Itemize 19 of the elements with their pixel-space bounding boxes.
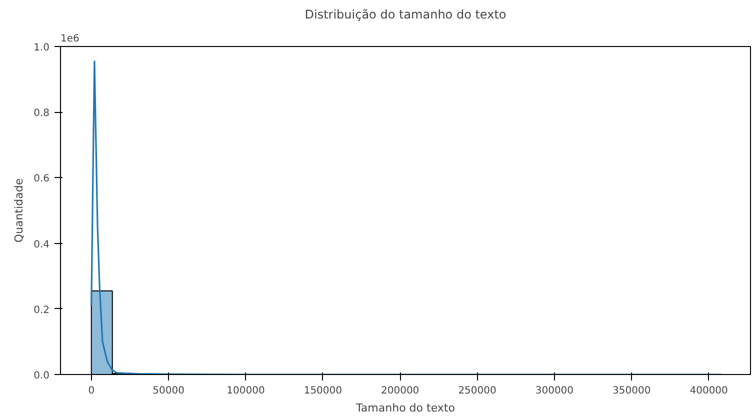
y-tick-label: 0.2 bbox=[34, 304, 50, 316]
x-tick-label: 200000 bbox=[381, 386, 420, 396]
x-tick-label: 150000 bbox=[304, 386, 342, 396]
x-tick-label: 350000 bbox=[612, 386, 651, 396]
text: 1e6 bbox=[60, 34, 80, 44]
y-tick-label: 1.0 bbox=[34, 42, 50, 54]
x-tick-label: 400000 bbox=[690, 386, 728, 396]
y-tick-label: 0.0 bbox=[34, 370, 50, 382]
x-axis-title: Tamanho do texto bbox=[355, 402, 456, 414]
y-tick-label: 0.6 bbox=[34, 174, 50, 185]
y-tick-label: 0.8 bbox=[34, 108, 50, 120]
y-tick-label: 0.4 bbox=[34, 239, 50, 250]
x-tick-label: 300000 bbox=[535, 386, 574, 396]
chart-title: Distribuição do tamanho do texto bbox=[304, 8, 506, 22]
x-tick-label: 50000 bbox=[152, 386, 184, 396]
y-axis-title: Quantidade bbox=[12, 178, 26, 243]
x-tick-label: 100000 bbox=[226, 386, 265, 396]
x-tick-label: 0 bbox=[88, 386, 95, 396]
x-tick-label: 250000 bbox=[458, 386, 496, 396]
